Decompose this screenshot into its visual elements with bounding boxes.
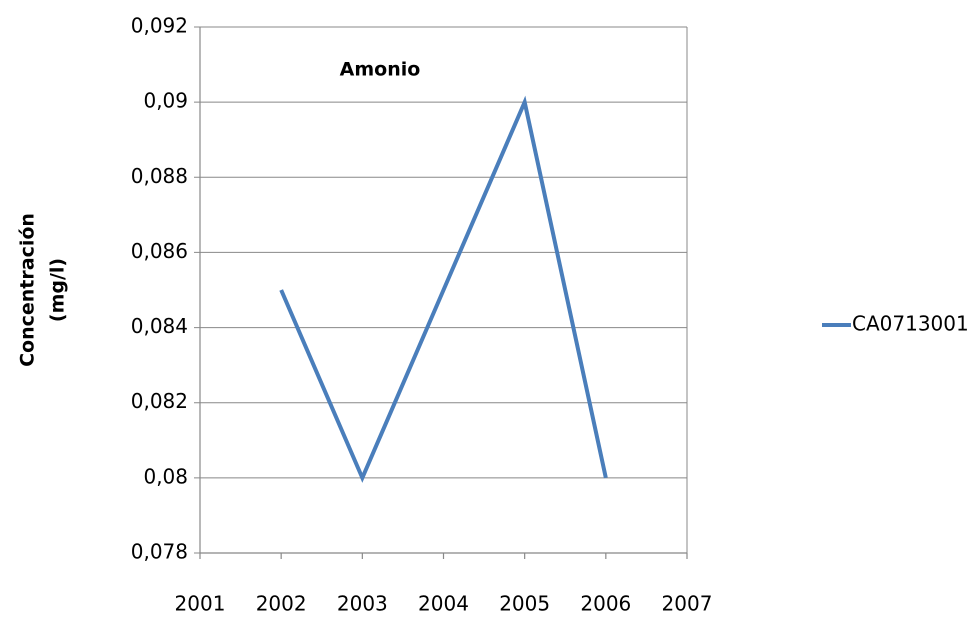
chart-title: Amonio [340, 59, 421, 81]
y-tick-label: 0,092 [131, 14, 188, 38]
x-tick-label: 2004 [418, 592, 469, 616]
y-tick-label: 0,08 [143, 464, 188, 488]
y-axis-label: Concentración [17, 213, 39, 367]
x-tick-label: 2002 [256, 592, 307, 616]
x-tick-label: 2005 [499, 592, 550, 616]
x-tick-label: 2006 [580, 592, 631, 616]
x-tick-label: 2003 [337, 592, 388, 616]
x-tick-label: 2007 [662, 592, 713, 616]
y-tick-label: 0,088 [131, 164, 188, 188]
y-tick-label: 0,09 [143, 89, 188, 113]
y-axis-label: (mg/l) [47, 258, 69, 322]
y-tick-label: 0,084 [131, 314, 188, 338]
y-tick-label: 0,078 [131, 540, 188, 564]
y-tick-label: 0,082 [131, 389, 188, 413]
y-tick-label: 0,086 [131, 239, 188, 263]
legend-label: CA0713001 [852, 312, 969, 336]
data-line [279, 95, 608, 483]
x-tick-label: 2001 [175, 592, 226, 616]
